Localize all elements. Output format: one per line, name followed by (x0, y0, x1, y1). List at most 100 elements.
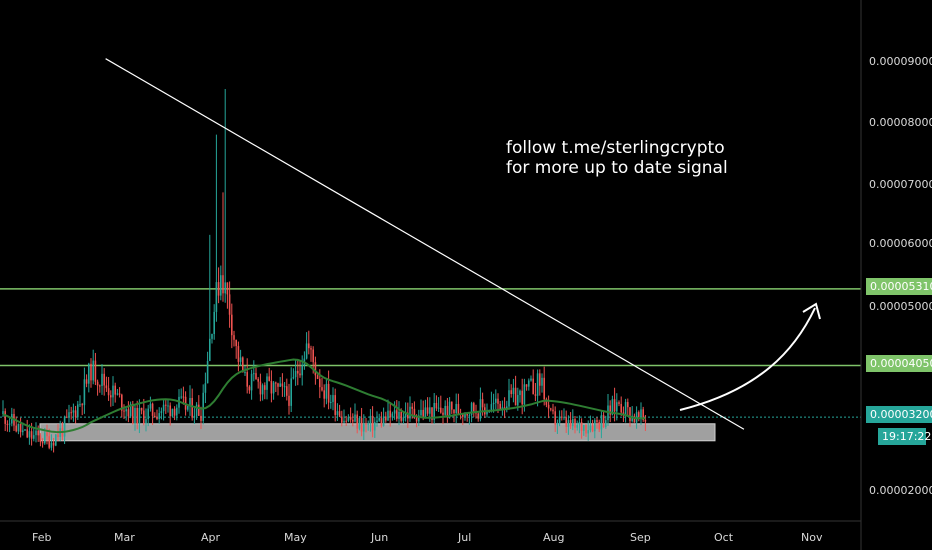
candle-body (539, 373, 541, 386)
candle-body (393, 410, 396, 414)
candle-body (116, 393, 119, 395)
candle-body (305, 343, 308, 359)
candle-body (622, 412, 625, 415)
candle-body (310, 348, 312, 350)
candle-body (77, 404, 79, 418)
candle-body (204, 383, 207, 393)
candle-body (202, 392, 204, 421)
candle-body (521, 390, 523, 405)
candle-body (101, 373, 103, 387)
candle-body (224, 282, 226, 294)
candle-body (279, 383, 281, 387)
candle-body (446, 405, 449, 418)
candle-body (532, 378, 534, 395)
candle-body (514, 387, 517, 406)
candle-body (376, 420, 378, 423)
candle-body (24, 429, 26, 431)
candle-body (231, 314, 233, 336)
candle-body (114, 385, 116, 395)
candle-body (534, 394, 537, 396)
candle-body (611, 399, 614, 415)
candle-body (8, 423, 11, 425)
candle-body (125, 409, 127, 412)
candle-body (462, 414, 464, 417)
candle-body (486, 411, 488, 415)
candle-body (530, 378, 532, 381)
candle-body (74, 410, 77, 418)
candle-body (497, 398, 499, 404)
candle-body (88, 363, 90, 384)
candle-body (162, 404, 165, 412)
candle-body (398, 411, 400, 419)
candle-body (19, 423, 22, 433)
candle-body (466, 413, 468, 416)
candle-body (609, 405, 611, 415)
candle-body (440, 407, 442, 413)
candle-body (50, 442, 53, 448)
level-label-text: 0.00004050 (870, 357, 932, 370)
candle-body (343, 420, 345, 423)
candle-body (17, 423, 20, 432)
candle-body (191, 397, 193, 418)
x-tick-label: Aug (543, 531, 564, 544)
candle-body (323, 390, 325, 399)
candle-body (567, 420, 570, 427)
candle-body (182, 396, 185, 398)
candle-body (327, 383, 330, 403)
candle-body (39, 435, 42, 443)
candle-body (613, 399, 616, 412)
y-tick-label: 0.00008000 (869, 116, 932, 129)
candle-body (129, 403, 132, 417)
candle-body (94, 360, 97, 382)
candle-body (552, 409, 554, 412)
candle-body (151, 403, 154, 416)
candle-body (558, 416, 561, 423)
candle-body (457, 403, 460, 414)
candle-body (165, 404, 167, 406)
candle-body (437, 407, 440, 409)
candle-body (228, 294, 231, 315)
candle-body (332, 395, 334, 402)
candle-body (464, 413, 466, 417)
candle-body (556, 422, 559, 425)
x-tick-label: Feb (32, 531, 51, 544)
candle-body (167, 405, 169, 407)
candle-body (347, 416, 350, 421)
candle-body (2, 411, 4, 415)
candle-body (107, 388, 110, 396)
candle-body (96, 381, 99, 386)
candle-body (363, 423, 365, 432)
candle-body (118, 393, 121, 395)
candle-body (455, 403, 457, 414)
x-tick-label: May (284, 531, 307, 544)
candle-body (145, 419, 147, 424)
candle-body (640, 409, 642, 417)
y-tick-label: 0.00005000 (869, 300, 932, 313)
candle-body (52, 442, 55, 446)
candle-body (429, 407, 431, 414)
candle-body (81, 404, 83, 406)
candle-body (138, 407, 141, 424)
candle-body (321, 387, 323, 391)
candle-body (543, 377, 545, 400)
candle-body (286, 386, 288, 396)
candle-body (288, 395, 290, 406)
candle-body (261, 385, 264, 395)
candle-body (479, 399, 482, 419)
candle-body (173, 408, 176, 416)
candle-body (217, 282, 220, 296)
candle-body (624, 402, 627, 415)
candle-body (246, 372, 248, 387)
y-tick-label: 0.00007000 (869, 178, 932, 191)
level-label-53: 0.00005310 (866, 278, 932, 295)
candle-body (600, 415, 603, 430)
descending-trendline (105, 58, 745, 430)
candle-body (402, 417, 405, 421)
x-tick-label: Jul (457, 531, 471, 544)
candle-body (382, 416, 385, 426)
candle-body (473, 403, 475, 413)
candle-body (644, 419, 647, 422)
y-axis: 0.00009000 0.00008000 0.00007000 0.00006… (869, 55, 932, 497)
candle-body (638, 412, 640, 417)
